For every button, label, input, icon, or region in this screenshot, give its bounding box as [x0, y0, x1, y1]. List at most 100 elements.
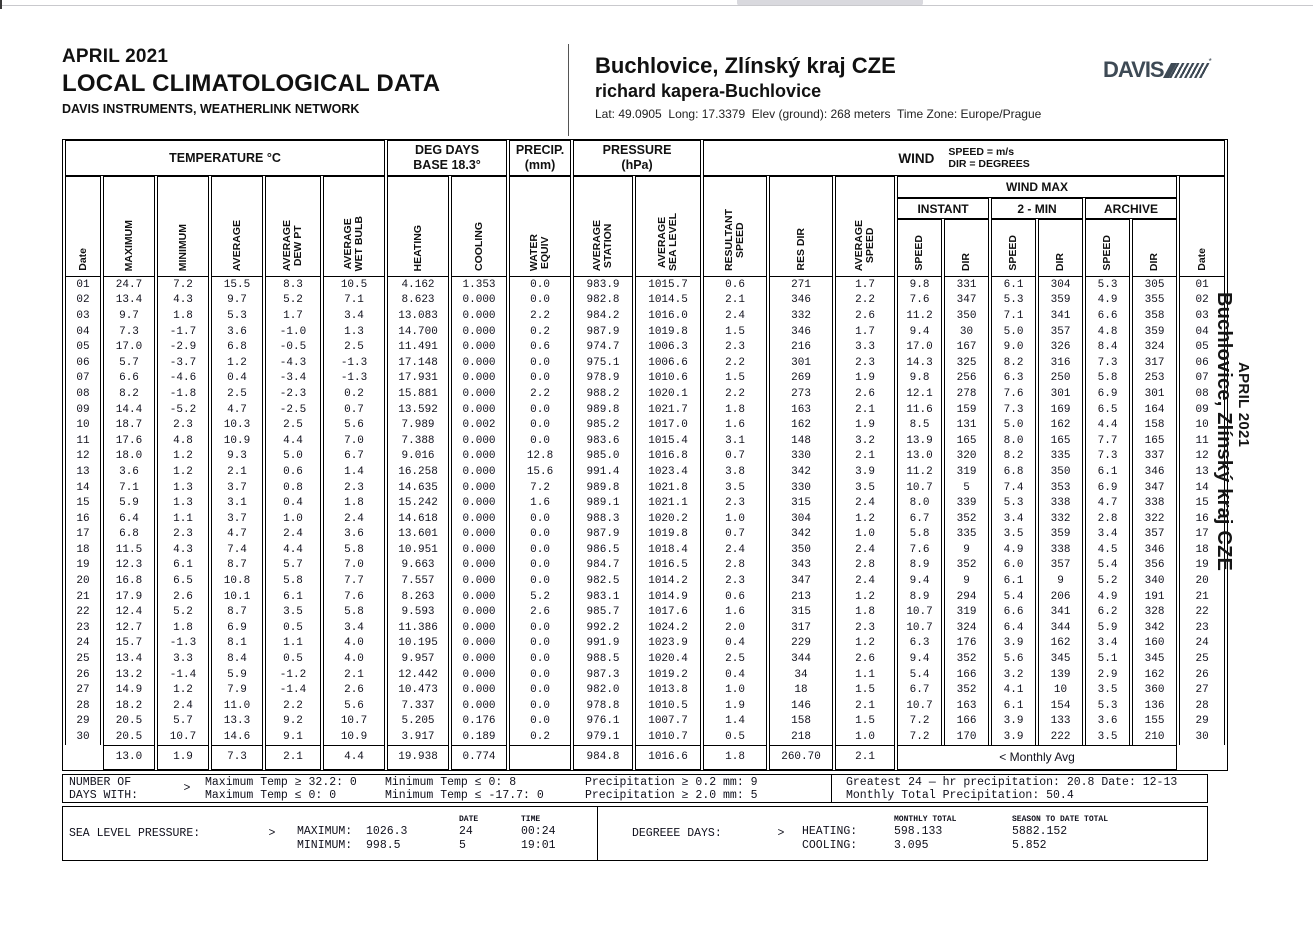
days-precip: Precipitation ≥ 0.2 mm: 9 Precipitation …	[585, 775, 758, 802]
table-cell: 5.9	[1085, 620, 1131, 636]
table-row: 28 18.2 2.4 11.0 2.2 5.6 7.337 0.000 0.0 978.8 101…	[65, 698, 1226, 714]
table-cell: 27	[65, 682, 101, 699]
table-cell: 304	[1038, 277, 1084, 293]
table-cell: 0.8	[265, 479, 321, 496]
table-cell: 1.2	[835, 635, 896, 652]
table-cell: 2.1	[835, 401, 896, 418]
table-cell: 324	[1132, 339, 1178, 355]
table-row: 02 13.4 4.3 9.7 5.2 7.1 8.623 0.000 0.0 982.8 1014…	[65, 292, 1226, 309]
table-cell: 1.7	[265, 308, 321, 324]
col-instant-dir: DIR	[944, 219, 990, 277]
table-cell: 1.9	[835, 370, 896, 387]
table-cell: 1.8	[835, 604, 896, 621]
table-cell: 3.6	[323, 526, 386, 543]
table-cell: 7.6	[991, 386, 1037, 402]
table-cell: 5.8	[897, 526, 943, 543]
table-cell: 2.5	[323, 339, 386, 355]
table-cell: 14.6	[211, 729, 263, 745]
table-cell: 338	[1038, 542, 1084, 558]
pressure-min-line: MINIMUM: 998.5	[297, 838, 401, 852]
table-cell: 11.2	[897, 464, 943, 480]
avg-blank-date	[1179, 745, 1225, 770]
table-cell: 9.8	[897, 277, 943, 293]
table-cell: 1.4	[703, 713, 768, 730]
table-cell: 358	[1132, 308, 1178, 324]
table-cell: 9.4	[897, 323, 943, 340]
subgroup-2min: 2 - MIN	[991, 198, 1084, 219]
table-cell: 1.1	[835, 666, 896, 683]
table-cell: 21	[65, 588, 101, 605]
table-cell: 8.263	[387, 588, 450, 605]
table-cell: 158	[1132, 417, 1178, 433]
table-cell: 8.7	[211, 557, 263, 574]
table-cell: 0.000	[451, 588, 508, 605]
group-pressure: PRESSURE (hPa)	[573, 140, 702, 176]
table-cell: 13	[1179, 464, 1226, 480]
wind-note-speed: SPEED = m/s	[948, 146, 1015, 158]
col-avg-sea-level: AVERAGE SEA LEVEL	[635, 176, 702, 277]
table-cell: 0.000	[451, 604, 508, 621]
table-cell: 11.5	[103, 542, 155, 558]
table-cell: 984.7	[573, 557, 634, 574]
table-row: 14 7.1 1.3 3.7 0.8 2.3 14.635 0.000 7.2 989.8 1021…	[65, 479, 1226, 496]
table-cell: 322	[1132, 510, 1178, 527]
table-cell: 4.4	[265, 432, 321, 449]
table-cell: -2.3	[265, 386, 321, 402]
table-cell: 3.7	[211, 510, 263, 527]
table-cell: 0.0	[509, 698, 572, 714]
table-cell: 158	[769, 713, 834, 730]
table-cell: 159	[944, 401, 990, 418]
table-cell: 26	[1179, 666, 1226, 683]
table-cell: 1.5	[835, 682, 896, 699]
col-2min-speed: SPEED	[991, 219, 1037, 277]
table-cell: 165	[1132, 432, 1178, 449]
table-cell: 6.1	[265, 588, 321, 605]
table-cell: 2.9	[1085, 666, 1131, 683]
table-cell: 13.2	[103, 666, 155, 683]
table-cell: 359	[1038, 292, 1084, 309]
scrollbar-thumb[interactable]	[737, 0, 923, 6]
table-cell: 2.3	[703, 339, 768, 355]
table-cell: 0.0	[509, 417, 572, 433]
table-cell: 1007.7	[635, 713, 702, 730]
table-cell: 988.3	[573, 510, 634, 527]
table-cell: -2.5	[265, 401, 321, 418]
days-with-label: NUMBER OF DAYS WITH:	[69, 775, 139, 802]
table-row: 04 7.3 -1.7 3.6 -1.0 1.3 14.700 0.000 0.2 987.9 10…	[65, 323, 1226, 340]
table-cell: 350	[769, 542, 834, 558]
table-cell: 256	[944, 370, 990, 387]
table-cell: 25	[1179, 651, 1226, 667]
table-cell: 13.4	[103, 292, 155, 309]
table-cell: 3.8	[703, 464, 768, 480]
table-cell: 05	[65, 339, 101, 355]
table-cell: 3.5	[835, 479, 896, 496]
table-cell: 22	[1179, 604, 1226, 621]
table-cell: 6.8	[211, 339, 263, 355]
table-cell: 2.2	[703, 354, 768, 371]
table-cell: 206	[1038, 588, 1084, 605]
table-cell: 345	[1038, 651, 1084, 667]
table-cell: 984.2	[573, 308, 634, 324]
table-cell: 3.9	[835, 464, 896, 480]
table-cell: 163	[769, 401, 834, 418]
pressure-date-label: DATE	[459, 814, 479, 824]
table-cell: 7.4	[991, 479, 1037, 496]
table-cell: 0.000	[451, 557, 508, 574]
col-archive-speed: SPEED	[1085, 219, 1131, 277]
table-cell: 13	[65, 464, 101, 480]
table-cell: 305	[1132, 277, 1178, 293]
table-cell: 3.2	[991, 666, 1037, 683]
table-cell: 0.4	[703, 635, 768, 652]
table-cell: 14.3	[897, 354, 943, 371]
monthly-avg-body: 13.0 1.9 7.3 2.1 4.4 19.938 0.774 984.8 …	[65, 744, 1225, 770]
table-cell: 3.1	[703, 432, 768, 449]
table-cell: 2.8	[703, 557, 768, 574]
table-cell: 3.6	[211, 323, 263, 340]
table-cell: 9.4	[897, 651, 943, 667]
table-cell: 10.9	[211, 432, 263, 449]
table-cell: 2.4	[703, 542, 768, 558]
table-cell: 12.4	[103, 604, 155, 621]
table-cell: 4.3	[157, 292, 209, 309]
table-cell: 989.8	[573, 479, 634, 496]
table-cell: 2.6	[835, 386, 896, 402]
